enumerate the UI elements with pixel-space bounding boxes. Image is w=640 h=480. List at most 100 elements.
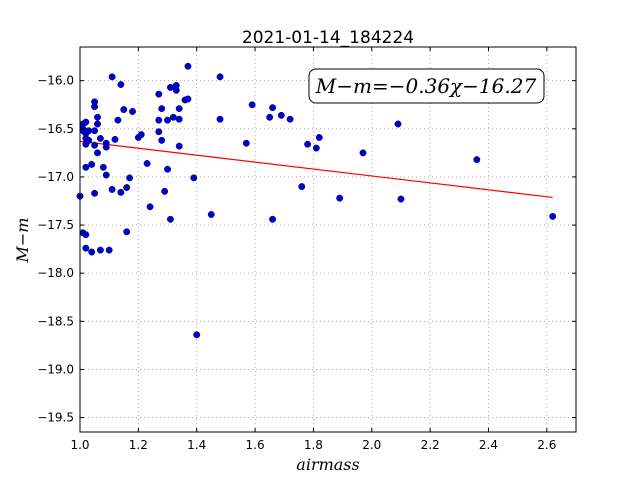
y-tick-label: −17.5 [37, 218, 74, 232]
data-point [269, 215, 277, 223]
x-tick-label: 1.0 [70, 438, 89, 452]
data-point [193, 331, 201, 339]
data-point [123, 184, 131, 191]
data-point [172, 86, 180, 94]
data-point [184, 62, 192, 70]
y-tick-label: −19.0 [37, 362, 74, 376]
data-point [91, 127, 99, 135]
data-point [169, 113, 177, 121]
data-point [94, 120, 101, 128]
x-tick-label: 2.6 [537, 438, 556, 452]
data-point [88, 248, 96, 256]
data-point [114, 116, 122, 124]
data-point [158, 105, 166, 113]
data-point [158, 136, 166, 144]
data-point [82, 231, 90, 239]
data-point [336, 194, 344, 202]
x-tick-label: 2.0 [362, 438, 381, 452]
data-point [164, 165, 171, 173]
ticks [79, 47, 576, 432]
data-point [298, 183, 306, 191]
data-point [394, 120, 402, 128]
data-point [315, 134, 323, 141]
plot-frame [79, 46, 577, 433]
data-point [549, 212, 557, 220]
data-point [164, 116, 171, 124]
data-point [397, 195, 405, 203]
data-point [94, 149, 101, 157]
y-tick-label: −17.0 [37, 170, 74, 184]
data-point [155, 128, 163, 136]
x-tick-label: 1.2 [129, 438, 148, 452]
data-point [85, 127, 93, 135]
data-point [216, 73, 224, 81]
data-point [102, 171, 110, 179]
y-tick-label: −18.5 [37, 314, 74, 328]
data-point [91, 189, 99, 197]
data-point [166, 215, 174, 223]
data-point [175, 142, 183, 150]
data-point [155, 90, 163, 98]
data-point [82, 118, 90, 126]
x-tick-label: 1.4 [187, 438, 206, 452]
x-tick-label: 1.8 [304, 438, 323, 452]
chart-title: 2021-01-14_184224 [242, 28, 414, 48]
fit-equation-annotation: M−m=−0.36χ−16.27 [315, 74, 537, 98]
data-point [266, 113, 274, 121]
data-point [99, 163, 107, 171]
fit-layer [79, 140, 553, 199]
data-point [96, 246, 104, 254]
fit-line [79, 140, 553, 199]
data-point [82, 244, 90, 252]
data-point [184, 95, 192, 103]
y-tick-label: −19.5 [37, 411, 74, 425]
data-point [143, 160, 151, 167]
data-point [155, 116, 163, 124]
data-point [166, 83, 174, 91]
data-point [111, 135, 119, 143]
data-point [207, 211, 215, 218]
data-point [120, 106, 128, 114]
y-tick-label: −16.0 [37, 74, 74, 88]
data-point [359, 149, 367, 157]
data-point [269, 104, 277, 112]
y-axis-label: M−m [13, 218, 32, 264]
x-tick-label: 1.6 [246, 438, 265, 452]
y-tick-label: −18.0 [37, 266, 74, 280]
data-point [82, 163, 90, 171]
data-point [96, 134, 104, 142]
data-point [304, 140, 312, 148]
data-point [161, 187, 169, 195]
data-point [85, 136, 93, 144]
data-point [175, 105, 183, 113]
data-point [123, 228, 131, 236]
grid [79, 47, 576, 432]
x-tick-label: 2.4 [479, 438, 498, 452]
data-point [312, 144, 320, 152]
data-point [91, 103, 99, 111]
tick-labels: 1.0 1.2 1.4 1.6 1.8 2.0 2.2 2.4 2.6 −16.0 −16.5 −17… [37, 74, 556, 452]
data-point [129, 108, 136, 115]
data-point [137, 131, 145, 139]
data-point [108, 73, 116, 81]
data-point [94, 113, 101, 121]
data-point [175, 115, 183, 123]
data-point [473, 156, 481, 164]
data-point [190, 174, 198, 182]
data-point [277, 111, 285, 119]
points-layer [76, 62, 557, 339]
annotation-box: M−m=−0.36χ−16.27 [308, 68, 545, 104]
data-point [286, 115, 294, 123]
data-point [146, 203, 154, 211]
data-point [242, 139, 250, 147]
data-point [88, 160, 96, 168]
x-axis-label: airmass [296, 455, 359, 474]
data-point [102, 143, 110, 151]
data-point [117, 81, 125, 88]
data-point [216, 115, 224, 123]
y-tick-label: −16.5 [37, 122, 74, 136]
data-point [91, 141, 99, 149]
data-point [117, 188, 125, 196]
data-point [108, 186, 116, 193]
